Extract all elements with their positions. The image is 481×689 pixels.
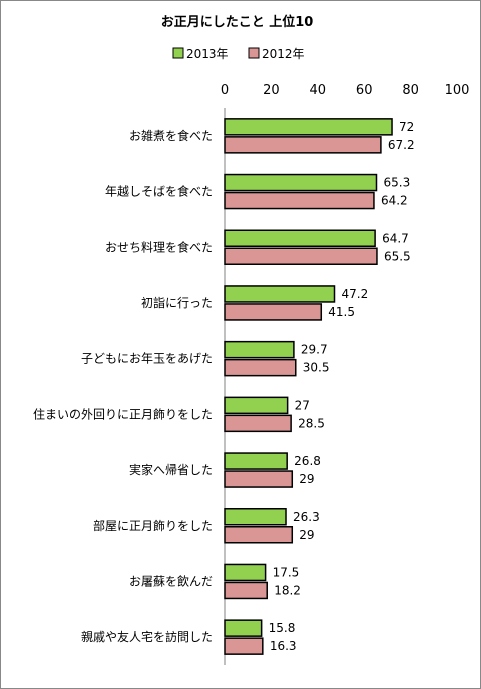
value-label-2013: 64.7 xyxy=(382,231,409,245)
category-label: おせち料理を食べた xyxy=(105,239,213,254)
value-label-2012: 65.5 xyxy=(384,249,411,263)
bar-2013 xyxy=(224,508,287,526)
bar-2012 xyxy=(224,358,297,377)
x-tick-label: 100 xyxy=(445,83,470,98)
category-label: 年越しそばを食べた xyxy=(105,184,213,199)
bar-2013 xyxy=(224,285,336,303)
x-tick-label: 80 xyxy=(402,83,419,98)
x-tick-label: 60 xyxy=(356,83,373,98)
bar-2013 xyxy=(224,229,376,247)
bar-2013 xyxy=(224,563,267,582)
bar-2012 xyxy=(224,637,264,655)
value-label-2013: 47.2 xyxy=(342,287,369,301)
bar-2012 xyxy=(224,526,294,544)
value-label-2013: 72 xyxy=(399,120,414,134)
bar-2012 xyxy=(224,136,382,154)
category-label: 子どもにお年玉をあげた xyxy=(81,352,213,366)
category-labels: お雑煮を食べた年越しそばを食べたおせち料理を食べた初詣に行った子どもにお年玉をあ… xyxy=(33,128,213,644)
value-label-2012: 29 xyxy=(299,472,314,486)
value-label-2013: 26.3 xyxy=(293,510,320,524)
bar-2013 xyxy=(224,396,289,415)
value-label-2012: 41.5 xyxy=(328,305,355,319)
value-label-2013: 15.8 xyxy=(269,621,296,635)
category-label: 初詣に行った xyxy=(141,296,213,310)
bar-2013 xyxy=(224,452,288,470)
bar-2012 xyxy=(224,191,375,210)
x-tick-label: 20 xyxy=(263,83,280,98)
bar-2012 xyxy=(224,414,292,433)
bar-2012 xyxy=(224,470,294,488)
x-tick-label: 0 xyxy=(221,83,229,98)
value-label-2012: 16.3 xyxy=(270,639,297,653)
value-label-2013: 17.5 xyxy=(273,565,300,579)
category-label: 住まいの外回りに正月飾りをした xyxy=(33,407,213,421)
category-label: 実家へ帰省した xyxy=(129,462,213,477)
category-label: 部屋に正月飾りをした xyxy=(93,518,213,533)
value-label-2012: 29 xyxy=(299,528,314,542)
x-tick-label: 40 xyxy=(310,83,327,98)
legend-label-2013: 2013年 xyxy=(186,47,229,61)
value-label-2012: 67.2 xyxy=(388,138,415,152)
bar-2013 xyxy=(224,619,263,637)
category-label: お屠蘇を飲んだ xyxy=(129,573,213,588)
category-label: お雑煮を食べた xyxy=(129,128,213,143)
value-label-2013: 65.3 xyxy=(383,176,410,190)
bar-2013 xyxy=(224,173,378,192)
value-labels: 72 67.2 65.3 64.2 64.7 65.5 47.2 41.5 29.7 30.5 27… xyxy=(269,120,415,653)
category-label: 親戚や友人宅を訪問した xyxy=(81,629,213,644)
legend: 2013年 2012年 xyxy=(172,47,305,61)
value-label-2012: 28.5 xyxy=(298,416,325,430)
legend-swatch-2012 xyxy=(248,47,260,59)
bar-2012 xyxy=(224,303,323,321)
bar-2012 xyxy=(224,247,378,265)
bar-2012 xyxy=(224,581,268,600)
value-label-2013: 27 xyxy=(295,398,310,412)
bars xyxy=(224,118,393,655)
value-label-2012: 18.2 xyxy=(274,583,301,597)
x-axis-ticks: 0 20 40 60 80 100 xyxy=(221,83,470,98)
bar-2013 xyxy=(224,340,295,359)
chart-title: お正月にしたこと 上位10 xyxy=(161,14,314,30)
value-label-2013: 29.7 xyxy=(301,343,328,357)
value-label-2012: 30.5 xyxy=(303,361,330,375)
legend-label-2012: 2012年 xyxy=(262,47,305,61)
value-label-2013: 26.8 xyxy=(294,454,321,468)
value-label-2012: 64.2 xyxy=(381,194,408,208)
bar-2013 xyxy=(224,118,393,136)
legend-swatch-2013 xyxy=(172,47,184,59)
